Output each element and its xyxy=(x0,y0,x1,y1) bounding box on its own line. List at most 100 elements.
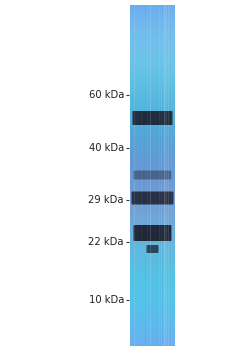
Bar xyxy=(130,321,175,323)
Bar xyxy=(130,54,175,56)
Bar xyxy=(130,190,175,192)
Bar xyxy=(130,270,175,272)
Bar xyxy=(130,323,175,325)
Bar xyxy=(130,122,175,125)
Bar xyxy=(130,221,175,223)
Bar xyxy=(130,189,175,191)
Bar xyxy=(130,238,175,240)
Bar xyxy=(130,178,175,181)
Bar xyxy=(130,49,175,51)
Bar xyxy=(130,275,175,278)
Bar xyxy=(130,134,175,136)
Bar xyxy=(130,192,175,194)
Bar xyxy=(130,324,175,327)
Bar xyxy=(130,187,175,189)
Bar xyxy=(130,20,175,22)
Bar xyxy=(130,175,175,177)
Bar xyxy=(130,14,175,16)
Bar xyxy=(130,223,175,225)
Bar xyxy=(130,292,175,294)
Bar xyxy=(130,75,175,77)
Bar xyxy=(130,302,175,305)
Bar xyxy=(130,282,175,284)
Bar xyxy=(130,298,175,300)
Bar xyxy=(130,63,175,65)
Bar xyxy=(130,116,175,118)
Bar xyxy=(130,10,175,12)
Bar xyxy=(130,39,175,41)
Bar xyxy=(130,245,175,247)
Bar xyxy=(130,156,175,159)
Bar xyxy=(130,229,175,232)
Bar xyxy=(130,12,175,14)
Bar xyxy=(130,226,175,228)
Bar xyxy=(130,328,175,330)
Bar xyxy=(130,205,175,208)
Bar xyxy=(130,219,175,222)
Bar xyxy=(130,19,175,21)
Bar xyxy=(130,234,175,237)
Bar xyxy=(130,161,175,163)
Bar xyxy=(130,335,175,337)
Bar xyxy=(130,98,175,101)
Bar xyxy=(130,331,175,334)
Text: 40 kDa: 40 kDa xyxy=(89,143,124,153)
Bar xyxy=(130,104,175,106)
Bar xyxy=(130,17,175,19)
Bar xyxy=(130,258,175,260)
Bar xyxy=(130,168,175,170)
Bar xyxy=(130,194,175,196)
Bar xyxy=(130,340,175,342)
Bar xyxy=(130,286,175,288)
Bar xyxy=(130,126,175,128)
Bar xyxy=(130,97,175,99)
Bar xyxy=(130,316,175,318)
Bar xyxy=(130,211,175,213)
Bar xyxy=(130,318,175,320)
Bar xyxy=(130,304,175,306)
Bar xyxy=(130,167,175,169)
Bar xyxy=(130,139,175,141)
Bar xyxy=(130,34,175,36)
Bar xyxy=(130,52,175,55)
Bar xyxy=(130,82,175,84)
Text: 60 kDa: 60 kDa xyxy=(89,90,124,100)
Bar xyxy=(130,29,175,31)
Bar xyxy=(130,253,175,255)
Bar xyxy=(130,109,175,111)
Bar xyxy=(130,265,175,267)
Bar xyxy=(130,306,175,308)
Bar xyxy=(130,267,175,269)
Bar xyxy=(130,102,175,104)
Bar xyxy=(130,177,175,179)
Text: 29 kDa: 29 kDa xyxy=(88,195,124,205)
Bar xyxy=(130,314,175,317)
Bar xyxy=(130,70,175,72)
FancyBboxPatch shape xyxy=(133,111,173,125)
Bar xyxy=(130,143,175,145)
Bar xyxy=(130,280,175,282)
Bar xyxy=(130,133,175,135)
Bar xyxy=(130,24,175,26)
Text: 10 kDa: 10 kDa xyxy=(89,295,124,305)
Bar xyxy=(130,185,175,187)
Bar xyxy=(130,110,175,113)
Bar xyxy=(130,51,175,53)
Bar xyxy=(130,90,175,92)
Bar xyxy=(130,136,175,138)
Bar xyxy=(130,155,175,157)
Bar xyxy=(130,214,175,216)
Bar xyxy=(130,124,175,126)
FancyBboxPatch shape xyxy=(134,193,171,198)
Bar xyxy=(130,182,175,184)
Bar xyxy=(130,141,175,143)
Bar xyxy=(130,274,175,276)
Bar xyxy=(130,290,175,293)
Bar xyxy=(130,299,175,301)
Bar xyxy=(130,343,175,345)
Bar xyxy=(130,296,175,298)
Bar xyxy=(130,204,175,206)
Bar xyxy=(130,165,175,167)
Bar xyxy=(130,56,175,58)
FancyBboxPatch shape xyxy=(131,191,173,204)
